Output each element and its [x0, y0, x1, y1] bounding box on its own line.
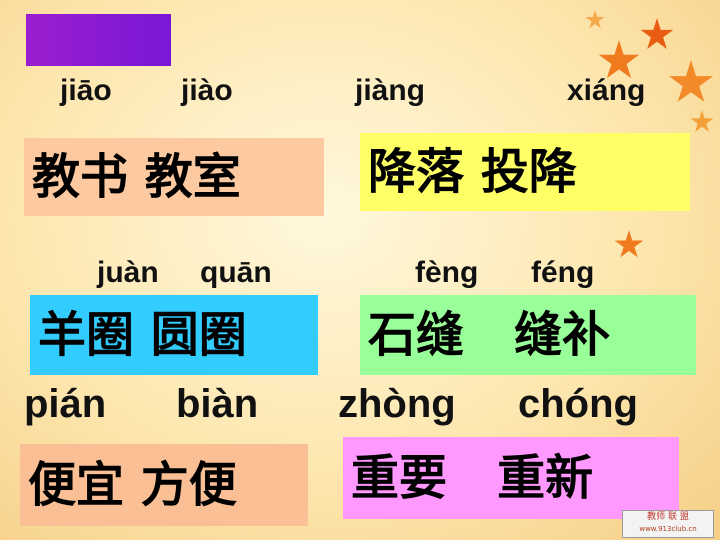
maple-leaf-icon [585, 10, 605, 29]
pinyin-pian: pián [24, 382, 107, 426]
word-box-jiao: 教书 教室 [24, 138, 324, 216]
pinyin-chong: chóng [518, 382, 638, 426]
pinyin-feng2: féng [531, 256, 595, 289]
pinyin-jiao1: jiāo [60, 74, 112, 107]
pinyin-feng4: fèng [415, 256, 479, 289]
pinyin-bian: biàn [176, 382, 259, 426]
pinyin-xiang: xiáng [567, 74, 646, 107]
pinyin-juan: juàn [97, 256, 159, 289]
watermark-title: 教师 联 盟 [647, 512, 689, 522]
word-box-bian: 便宜 方便 [20, 444, 308, 526]
pinyin-zhong: zhòng [338, 382, 456, 426]
pinyin-jiang: jiàng [355, 74, 426, 107]
word-box-jiang: 降落 投降 [360, 133, 690, 211]
maple-leaf-icon [640, 18, 674, 49]
word-box-zhong: 重要 重新 [343, 437, 679, 519]
pinyin-jiao4: jiào [181, 74, 233, 107]
watermark-url: www.913club.cn [639, 525, 697, 533]
watermark-logo: 教师 联 盟 www.913club.cn [622, 510, 714, 538]
maple-leaf-icon [614, 230, 644, 258]
word-box-quan: 羊圈 圆圈 [30, 295, 318, 375]
title-bar [26, 14, 171, 66]
word-box-feng: 石缝 缝补 [360, 295, 696, 375]
maple-leaf-icon [690, 110, 714, 132]
maple-leaf-icon [668, 60, 714, 102]
pinyin-quan: quān [200, 256, 272, 289]
